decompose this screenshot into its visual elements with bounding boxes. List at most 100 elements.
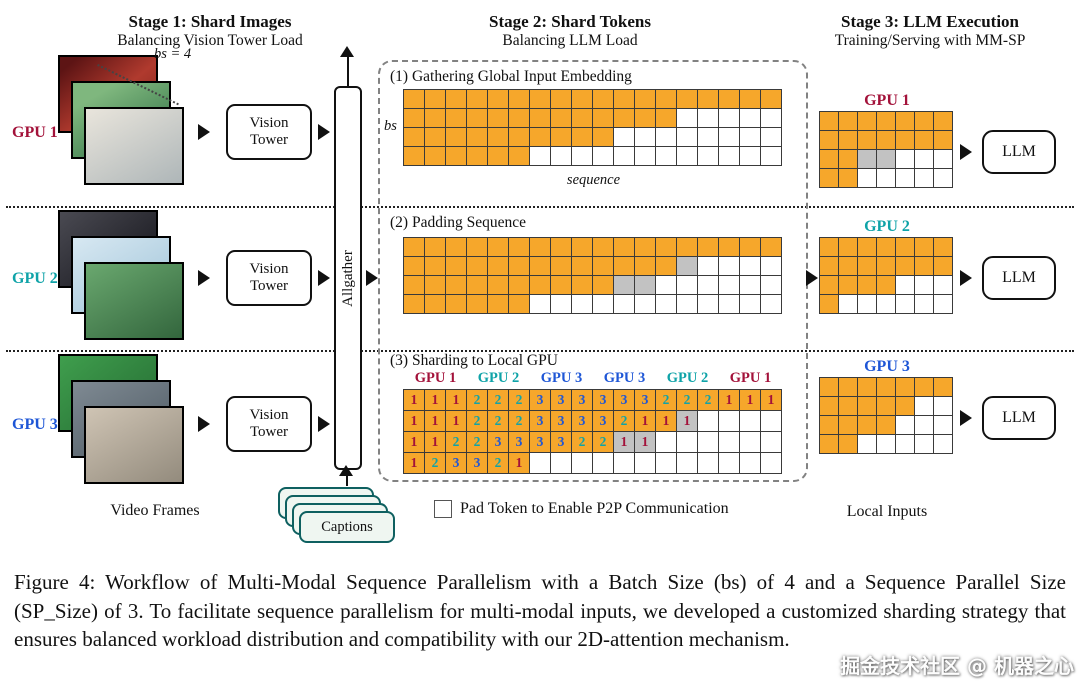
token-cell: [819, 256, 839, 276]
token-cell: [838, 111, 858, 131]
token-cell: 2: [466, 431, 488, 453]
token-cell: [592, 256, 614, 276]
token-cell: [697, 431, 719, 453]
token-cell: [466, 89, 488, 109]
token-cell: [613, 237, 635, 257]
token-cell: [571, 256, 593, 276]
token-cell: [571, 275, 593, 295]
token-cell: [676, 127, 698, 147]
token-cell: [760, 256, 782, 276]
token-cell: [445, 127, 467, 147]
section3-title: (3) Sharding to Local GPU: [390, 352, 558, 369]
token-cell: [655, 146, 677, 166]
token-cell: [933, 275, 953, 295]
token-cell: [819, 396, 839, 416]
token-cell: 3: [445, 452, 467, 474]
token-cell: [550, 108, 572, 128]
token-cell: [876, 237, 896, 257]
arrow-right-icon: [198, 124, 210, 140]
pad-token-legend: Pad Token to Enable P2P Communication: [460, 500, 729, 517]
local-inputs-label: Local Inputs: [846, 503, 928, 520]
token-cell: [571, 89, 593, 109]
token-cell: [739, 108, 761, 128]
token-cell: [933, 111, 953, 131]
token-cell: [592, 294, 614, 314]
stage3-subtitle: Training/Serving with MM-SP: [834, 32, 1026, 49]
token-cell: [592, 237, 614, 257]
token-cell: [697, 108, 719, 128]
dotted-separator-1: [6, 206, 1074, 208]
allgather-box: Allgather: [334, 86, 362, 470]
token-cell: [895, 415, 915, 435]
token-cell: [424, 108, 446, 128]
token-cell: 3: [529, 431, 551, 453]
token-cell: [876, 294, 896, 314]
token-cell: 2: [445, 431, 467, 453]
token-cell: [819, 111, 839, 131]
token-cell: [529, 275, 551, 295]
token-cell: [634, 275, 656, 295]
stage1-title: Stage 1: Shard Images: [128, 12, 292, 31]
section1-title: (1) Gathering Global Input Embedding: [390, 68, 632, 85]
token-cell: [655, 127, 677, 147]
embedding-grid: [403, 89, 782, 166]
token-cell: [718, 89, 740, 109]
stage1-header: Stage 1: Shard Images Balancing Vision T…: [55, 12, 365, 50]
token-cell: [697, 410, 719, 432]
token-cell: [445, 237, 467, 257]
token-cell: [857, 396, 877, 416]
token-cell: 3: [550, 431, 572, 453]
pad-token-swatch: [434, 500, 452, 518]
token-cell: [876, 396, 896, 416]
token-cell: 1: [634, 410, 656, 432]
token-cell: [697, 237, 719, 257]
token-cell: 2: [466, 410, 488, 432]
token-cell: 1: [403, 389, 425, 411]
token-cell: [895, 434, 915, 454]
token-cell: [914, 396, 934, 416]
token-cell: [424, 146, 446, 166]
token-cell: 3: [592, 389, 614, 411]
token-cell: [697, 275, 719, 295]
token-cell: [634, 256, 656, 276]
token-cell: [933, 396, 953, 416]
token-cell: [718, 275, 740, 295]
token-cell: 2: [571, 431, 593, 453]
token-cell: 2: [424, 452, 446, 474]
token-cell: [697, 452, 719, 474]
video-frame: [84, 406, 184, 484]
token-cell: [914, 149, 934, 169]
token-cell: [529, 127, 551, 147]
token-cell: [838, 434, 858, 454]
token-cell: 3: [529, 389, 551, 411]
section2-title: (2) Padding Sequence: [390, 214, 527, 231]
token-cell: [739, 127, 761, 147]
token-cell: [895, 396, 915, 416]
stage3-gpu1-label: GPU 1: [864, 92, 910, 109]
token-cell: [466, 237, 488, 257]
watermark: 掘金技术社区 @ 机器之心: [840, 654, 1074, 678]
token-cell: [634, 127, 656, 147]
token-cell: [655, 89, 677, 109]
token-cell: [895, 111, 915, 131]
token-cell: [895, 275, 915, 295]
figure-caption: Figure 4: Workflow of Multi-Modal Sequen…: [14, 570, 1066, 652]
token-cell: 1: [424, 389, 446, 411]
token-cell: [529, 256, 551, 276]
token-cell: [697, 294, 719, 314]
token-cell: [655, 108, 677, 128]
token-cell: [676, 146, 698, 166]
token-cell: [529, 146, 551, 166]
token-cell: [718, 431, 740, 453]
token-cell: [592, 275, 614, 295]
token-cell: [857, 168, 877, 188]
token-cell: [857, 415, 877, 435]
token-cell: [857, 130, 877, 150]
token-cell: [508, 108, 530, 128]
gpu-column-header: GPU 1: [729, 370, 772, 386]
token-cell: [445, 89, 467, 109]
token-cell: [876, 149, 896, 169]
token-cell: [739, 237, 761, 257]
token-cell: [876, 168, 896, 188]
